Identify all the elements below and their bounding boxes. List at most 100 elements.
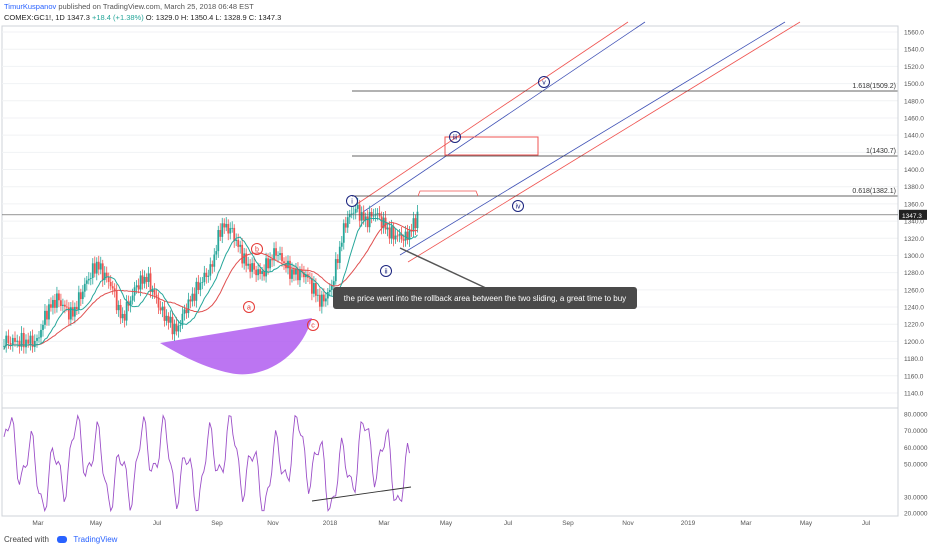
rsi-tick-label: 60.0000 <box>904 445 928 452</box>
candle-body <box>173 323 176 335</box>
candle-body <box>135 285 138 288</box>
price-tick-label: 1440.0 <box>904 133 924 140</box>
wave-circle <box>307 319 319 331</box>
candle-body <box>179 325 182 326</box>
candle-body <box>113 288 116 292</box>
price-tick-label: 1480.0 <box>904 98 924 105</box>
candle-body <box>157 297 160 308</box>
time-tick-label: Mar <box>32 520 44 527</box>
wave-label-iv: iv <box>515 204 521 211</box>
candle-body <box>42 324 44 330</box>
candle-body <box>109 281 112 287</box>
price-tick-label: 1280.0 <box>904 270 924 277</box>
candle-body <box>143 276 146 284</box>
candle-body <box>368 211 371 228</box>
candle-body <box>265 258 267 277</box>
candle-body <box>183 309 186 314</box>
candle-body <box>71 307 74 317</box>
candle-body <box>267 258 269 269</box>
candle-body <box>386 227 389 230</box>
candle-body <box>38 337 40 339</box>
rsi-tick-label: 50.0000 <box>904 462 928 469</box>
candle-body <box>91 263 94 279</box>
candle-body <box>273 248 275 261</box>
candle-body <box>147 273 150 282</box>
candle-body <box>362 212 365 221</box>
candle-body <box>416 211 419 229</box>
candle-body <box>153 289 156 295</box>
wave-circle <box>346 195 358 207</box>
price-tick-label: 1500.0 <box>904 81 924 88</box>
candle-body <box>233 227 236 242</box>
price-tick-label: 1540.0 <box>904 47 924 54</box>
candle-body <box>5 335 8 346</box>
candle-body <box>406 231 409 240</box>
published-text: published on TradingView.com, March 25, … <box>58 2 254 11</box>
candle-body <box>247 263 250 266</box>
price-tick-label: 1340.0 <box>904 219 924 226</box>
fib-level-label: 1.618(1509.2) <box>852 83 896 90</box>
candle-body <box>348 213 351 218</box>
candle-body <box>125 301 128 321</box>
candle-body <box>291 269 293 279</box>
candle-body <box>257 269 260 276</box>
candle-body <box>283 261 285 264</box>
slow-moving-average <box>3 221 418 350</box>
price-tick-label: 1320.0 <box>904 236 924 243</box>
candle-body <box>27 339 30 344</box>
candle-body <box>310 278 313 294</box>
candle-body <box>69 307 72 320</box>
candle-body <box>342 223 345 243</box>
candle-body <box>245 253 248 266</box>
candle-body <box>54 299 56 308</box>
wave-label-ii: ii <box>384 269 388 276</box>
candle-body <box>370 211 373 217</box>
tradingview-brand[interactable]: TradingView <box>73 535 118 544</box>
candle-body <box>396 235 399 237</box>
candle-body <box>235 239 238 242</box>
time-tick-label: Mar <box>378 520 390 527</box>
time-tick-label: 2019 <box>681 520 696 527</box>
candle-body <box>356 204 359 209</box>
rsi-trendline <box>311 486 412 502</box>
wave-circle <box>512 200 524 212</box>
candle-body <box>237 239 240 247</box>
candle-body <box>289 260 291 279</box>
candle-body <box>77 292 80 310</box>
cup-shape <box>160 318 312 375</box>
target-zone-box <box>444 136 539 156</box>
author-link[interactable]: TimurKuspanov <box>4 2 57 11</box>
price-tick-label: 1400.0 <box>904 167 924 174</box>
wave-circle <box>380 265 392 277</box>
candle-body <box>25 339 27 348</box>
candle-body <box>338 246 341 263</box>
annotation: the price went into the rollback area be… <box>333 247 637 309</box>
candle-body <box>83 283 86 292</box>
candle-body <box>44 310 46 325</box>
candle-body <box>330 285 333 290</box>
candle-body <box>336 259 339 263</box>
candle-body <box>167 315 170 323</box>
candle-body <box>81 291 84 300</box>
time-tick-label: Jul <box>862 520 871 527</box>
wave-circle <box>251 243 263 255</box>
candle-body <box>414 218 417 229</box>
fib-level-label: 1(1430.7) <box>866 148 896 155</box>
price-tick-label: 1300.0 <box>904 253 924 260</box>
candle-body <box>394 235 397 240</box>
candle-body <box>14 337 16 342</box>
candle-body <box>400 233 403 240</box>
candle-body <box>187 299 190 314</box>
price-tick-label: 1380.0 <box>904 184 924 191</box>
candle-body <box>117 304 120 311</box>
candle-body <box>7 335 10 344</box>
price-tick-label: 1140.0 <box>904 391 924 398</box>
wave-circle <box>243 301 255 313</box>
callout-pointer <box>399 247 489 290</box>
candle-body <box>309 277 311 279</box>
price-tick-label: 1220.0 <box>904 322 924 329</box>
candle-body <box>215 251 218 255</box>
candle-body <box>121 313 124 319</box>
moving-averages <box>3 217 418 350</box>
